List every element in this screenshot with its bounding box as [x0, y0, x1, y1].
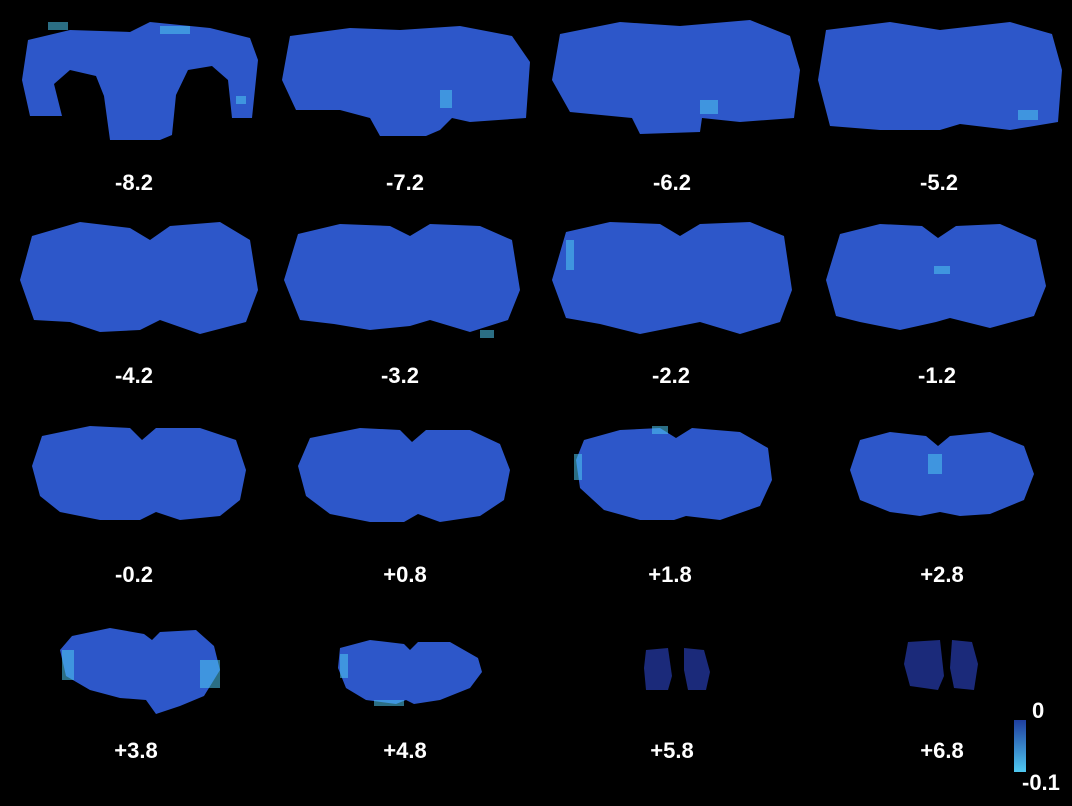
slice-label: +5.8	[650, 738, 693, 763]
slice-label: -0.2	[115, 562, 153, 587]
slice-panel-15: +5.8	[644, 648, 710, 763]
slice-label: +3.8	[114, 738, 157, 763]
slice-panel-13: +3.8	[60, 628, 220, 763]
slice-label: -4.2	[115, 363, 153, 388]
brain-slice	[282, 26, 530, 136]
slice-panel-7: -2.2	[552, 222, 792, 388]
slice-label: +4.8	[383, 738, 426, 763]
slice-label: -3.2	[381, 363, 419, 388]
slice-label: -5.2	[920, 170, 958, 195]
slice-panel-4: -5.2	[818, 22, 1062, 195]
slice-panel-6: -3.2	[284, 224, 520, 388]
brain-slice-left	[904, 640, 944, 690]
brain-slice	[284, 224, 520, 332]
slice-panel-2: -7.2	[282, 26, 530, 195]
slice-label: -2.2	[652, 363, 690, 388]
brain-slice	[826, 224, 1046, 330]
slice-label: +6.8	[920, 738, 963, 763]
brain-slice	[552, 222, 792, 334]
colorbar-min-label: -0.1	[1022, 770, 1060, 795]
brain-slice	[552, 20, 800, 134]
slice-label: -7.2	[386, 170, 424, 195]
brain-slice	[32, 426, 246, 520]
slice-panel-3: -6.2	[552, 20, 800, 195]
slice-label: +1.8	[648, 562, 691, 587]
slice-panel-9: -0.2	[32, 426, 246, 587]
colorbar: 0 -0.1	[1014, 698, 1060, 795]
brain-slice	[818, 22, 1062, 130]
brain-slice-right	[950, 640, 978, 690]
slice-label: -6.2	[653, 170, 691, 195]
brain-slice-left	[644, 648, 672, 690]
slice-panel-5: -4.2	[20, 222, 258, 388]
slice-panel-1: -8.2	[22, 22, 258, 195]
slice-panel-14: +4.8	[338, 640, 482, 763]
slice-label: -1.2	[918, 363, 956, 388]
brain-slice-right	[684, 648, 710, 690]
brain-slice	[576, 428, 772, 520]
brain-slice	[338, 640, 482, 704]
slice-label: +2.8	[920, 562, 963, 587]
slice-panel-16: +6.8	[904, 640, 978, 763]
slice-label: -8.2	[115, 170, 153, 195]
slice-panel-11: +1.8	[576, 428, 772, 587]
brain-slice	[20, 222, 258, 334]
slice-label: +0.8	[383, 562, 426, 587]
slice-panel-10: +0.8	[298, 428, 510, 587]
activation-highlights	[48, 22, 1038, 706]
colorbar-max-label: 0	[1032, 698, 1044, 723]
brain-slice	[22, 22, 258, 140]
slice-panel-8: -1.2	[826, 224, 1046, 388]
brain-slice	[60, 628, 220, 714]
brain-slice	[298, 428, 510, 522]
colorbar-gradient	[1014, 720, 1026, 772]
